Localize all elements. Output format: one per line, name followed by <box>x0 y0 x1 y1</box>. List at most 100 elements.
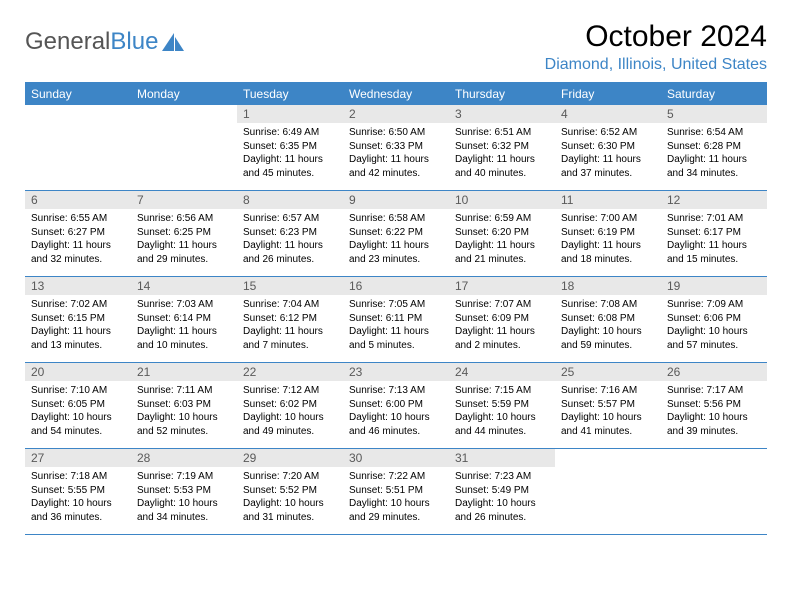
day-content: Sunrise: 7:08 AMSunset: 6:08 PMDaylight:… <box>555 295 661 356</box>
calendar-cell: 22Sunrise: 7:12 AMSunset: 6:02 PMDayligh… <box>237 363 343 449</box>
calendar-cell: 3Sunrise: 6:51 AMSunset: 6:32 PMDaylight… <box>449 105 555 191</box>
calendar-cell: 8Sunrise: 6:57 AMSunset: 6:23 PMDaylight… <box>237 191 343 277</box>
calendar-table: SundayMondayTuesdayWednesdayThursdayFrid… <box>25 82 767 535</box>
day-number: 13 <box>25 277 131 295</box>
calendar-cell: 23Sunrise: 7:13 AMSunset: 6:00 PMDayligh… <box>343 363 449 449</box>
day-number: 22 <box>237 363 343 381</box>
day-content: Sunrise: 6:56 AMSunset: 6:25 PMDaylight:… <box>131 209 237 270</box>
calendar-cell: 6Sunrise: 6:55 AMSunset: 6:27 PMDaylight… <box>25 191 131 277</box>
day-number: 20 <box>25 363 131 381</box>
weekday-header: Sunday <box>25 83 131 105</box>
day-number: 1 <box>237 105 343 123</box>
logo: GeneralBlue <box>25 20 186 56</box>
day-number: 4 <box>555 105 661 123</box>
calendar-cell: 2Sunrise: 6:50 AMSunset: 6:33 PMDaylight… <box>343 105 449 191</box>
calendar-cell: 27Sunrise: 7:18 AMSunset: 5:55 PMDayligh… <box>25 449 131 535</box>
calendar-cell: 17Sunrise: 7:07 AMSunset: 6:09 PMDayligh… <box>449 277 555 363</box>
day-content: Sunrise: 7:01 AMSunset: 6:17 PMDaylight:… <box>661 209 767 270</box>
day-content: Sunrise: 7:05 AMSunset: 6:11 PMDaylight:… <box>343 295 449 356</box>
day-number: 23 <box>343 363 449 381</box>
day-content: Sunrise: 6:59 AMSunset: 6:20 PMDaylight:… <box>449 209 555 270</box>
day-content: Sunrise: 6:55 AMSunset: 6:27 PMDaylight:… <box>25 209 131 270</box>
calendar-cell: 16Sunrise: 7:05 AMSunset: 6:11 PMDayligh… <box>343 277 449 363</box>
weekday-header: Tuesday <box>237 83 343 105</box>
weekday-header: Friday <box>555 83 661 105</box>
day-content: Sunrise: 7:22 AMSunset: 5:51 PMDaylight:… <box>343 467 449 528</box>
day-number: 9 <box>343 191 449 209</box>
day-content: Sunrise: 7:19 AMSunset: 5:53 PMDaylight:… <box>131 467 237 528</box>
day-number: 14 <box>131 277 237 295</box>
day-number: 18 <box>555 277 661 295</box>
calendar-cell <box>131 105 237 191</box>
calendar-cell: 1Sunrise: 6:49 AMSunset: 6:35 PMDaylight… <box>237 105 343 191</box>
day-content: Sunrise: 7:15 AMSunset: 5:59 PMDaylight:… <box>449 381 555 442</box>
day-content: Sunrise: 7:17 AMSunset: 5:56 PMDaylight:… <box>661 381 767 442</box>
calendar-cell: 7Sunrise: 6:56 AMSunset: 6:25 PMDaylight… <box>131 191 237 277</box>
calendar-cell: 14Sunrise: 7:03 AMSunset: 6:14 PMDayligh… <box>131 277 237 363</box>
day-content: Sunrise: 6:52 AMSunset: 6:30 PMDaylight:… <box>555 123 661 184</box>
day-number: 17 <box>449 277 555 295</box>
calendar-cell: 11Sunrise: 7:00 AMSunset: 6:19 PMDayligh… <box>555 191 661 277</box>
day-number: 21 <box>131 363 237 381</box>
day-number: 16 <box>343 277 449 295</box>
day-number: 2 <box>343 105 449 123</box>
day-content: Sunrise: 7:10 AMSunset: 6:05 PMDaylight:… <box>25 381 131 442</box>
day-content: Sunrise: 7:18 AMSunset: 5:55 PMDaylight:… <box>25 467 131 528</box>
day-number: 29 <box>237 449 343 467</box>
weekday-header: Wednesday <box>343 83 449 105</box>
logo-word2: Blue <box>110 28 158 56</box>
day-number: 5 <box>661 105 767 123</box>
header: GeneralBlue October 2024 Diamond, Illino… <box>25 20 767 74</box>
weekday-header: Thursday <box>449 83 555 105</box>
calendar-cell: 21Sunrise: 7:11 AMSunset: 6:03 PMDayligh… <box>131 363 237 449</box>
day-number: 12 <box>661 191 767 209</box>
day-number: 6 <box>25 191 131 209</box>
day-content: Sunrise: 7:23 AMSunset: 5:49 PMDaylight:… <box>449 467 555 528</box>
day-number: 7 <box>131 191 237 209</box>
calendar-cell: 28Sunrise: 7:19 AMSunset: 5:53 PMDayligh… <box>131 449 237 535</box>
day-content: Sunrise: 7:16 AMSunset: 5:57 PMDaylight:… <box>555 381 661 442</box>
day-content: Sunrise: 7:07 AMSunset: 6:09 PMDaylight:… <box>449 295 555 356</box>
month-title: October 2024 <box>545 20 767 54</box>
calendar-cell: 20Sunrise: 7:10 AMSunset: 6:05 PMDayligh… <box>25 363 131 449</box>
day-number: 15 <box>237 277 343 295</box>
day-number: 3 <box>449 105 555 123</box>
day-content: Sunrise: 7:02 AMSunset: 6:15 PMDaylight:… <box>25 295 131 356</box>
day-content: Sunrise: 6:57 AMSunset: 6:23 PMDaylight:… <box>237 209 343 270</box>
day-content: Sunrise: 6:49 AMSunset: 6:35 PMDaylight:… <box>237 123 343 184</box>
calendar-cell: 13Sunrise: 7:02 AMSunset: 6:15 PMDayligh… <box>25 277 131 363</box>
day-content: Sunrise: 6:51 AMSunset: 6:32 PMDaylight:… <box>449 123 555 184</box>
day-number: 10 <box>449 191 555 209</box>
calendar-cell: 9Sunrise: 6:58 AMSunset: 6:22 PMDaylight… <box>343 191 449 277</box>
weekday-header: Monday <box>131 83 237 105</box>
calendar-cell: 31Sunrise: 7:23 AMSunset: 5:49 PMDayligh… <box>449 449 555 535</box>
day-content: Sunrise: 7:04 AMSunset: 6:12 PMDaylight:… <box>237 295 343 356</box>
location: Diamond, Illinois, United States <box>545 56 767 74</box>
calendar-cell: 25Sunrise: 7:16 AMSunset: 5:57 PMDayligh… <box>555 363 661 449</box>
calendar-cell <box>661 449 767 535</box>
day-number: 30 <box>343 449 449 467</box>
calendar-cell: 12Sunrise: 7:01 AMSunset: 6:17 PMDayligh… <box>661 191 767 277</box>
day-number: 31 <box>449 449 555 467</box>
day-number: 28 <box>131 449 237 467</box>
day-content: Sunrise: 6:50 AMSunset: 6:33 PMDaylight:… <box>343 123 449 184</box>
day-number: 24 <box>449 363 555 381</box>
logo-sail-icon <box>160 31 186 53</box>
weekday-header: Saturday <box>661 83 767 105</box>
calendar-cell: 19Sunrise: 7:09 AMSunset: 6:06 PMDayligh… <box>661 277 767 363</box>
day-number: 25 <box>555 363 661 381</box>
day-number: 26 <box>661 363 767 381</box>
day-content: Sunrise: 7:13 AMSunset: 6:00 PMDaylight:… <box>343 381 449 442</box>
calendar-cell: 30Sunrise: 7:22 AMSunset: 5:51 PMDayligh… <box>343 449 449 535</box>
day-content: Sunrise: 7:20 AMSunset: 5:52 PMDaylight:… <box>237 467 343 528</box>
day-content: Sunrise: 6:54 AMSunset: 6:28 PMDaylight:… <box>661 123 767 184</box>
calendar-cell: 29Sunrise: 7:20 AMSunset: 5:52 PMDayligh… <box>237 449 343 535</box>
calendar-cell: 15Sunrise: 7:04 AMSunset: 6:12 PMDayligh… <box>237 277 343 363</box>
day-content: Sunrise: 7:00 AMSunset: 6:19 PMDaylight:… <box>555 209 661 270</box>
calendar-cell <box>25 105 131 191</box>
logo-word1: General <box>25 28 110 56</box>
day-number: 8 <box>237 191 343 209</box>
calendar-cell: 18Sunrise: 7:08 AMSunset: 6:08 PMDayligh… <box>555 277 661 363</box>
day-content: Sunrise: 7:12 AMSunset: 6:02 PMDaylight:… <box>237 381 343 442</box>
day-content: Sunrise: 7:03 AMSunset: 6:14 PMDaylight:… <box>131 295 237 356</box>
